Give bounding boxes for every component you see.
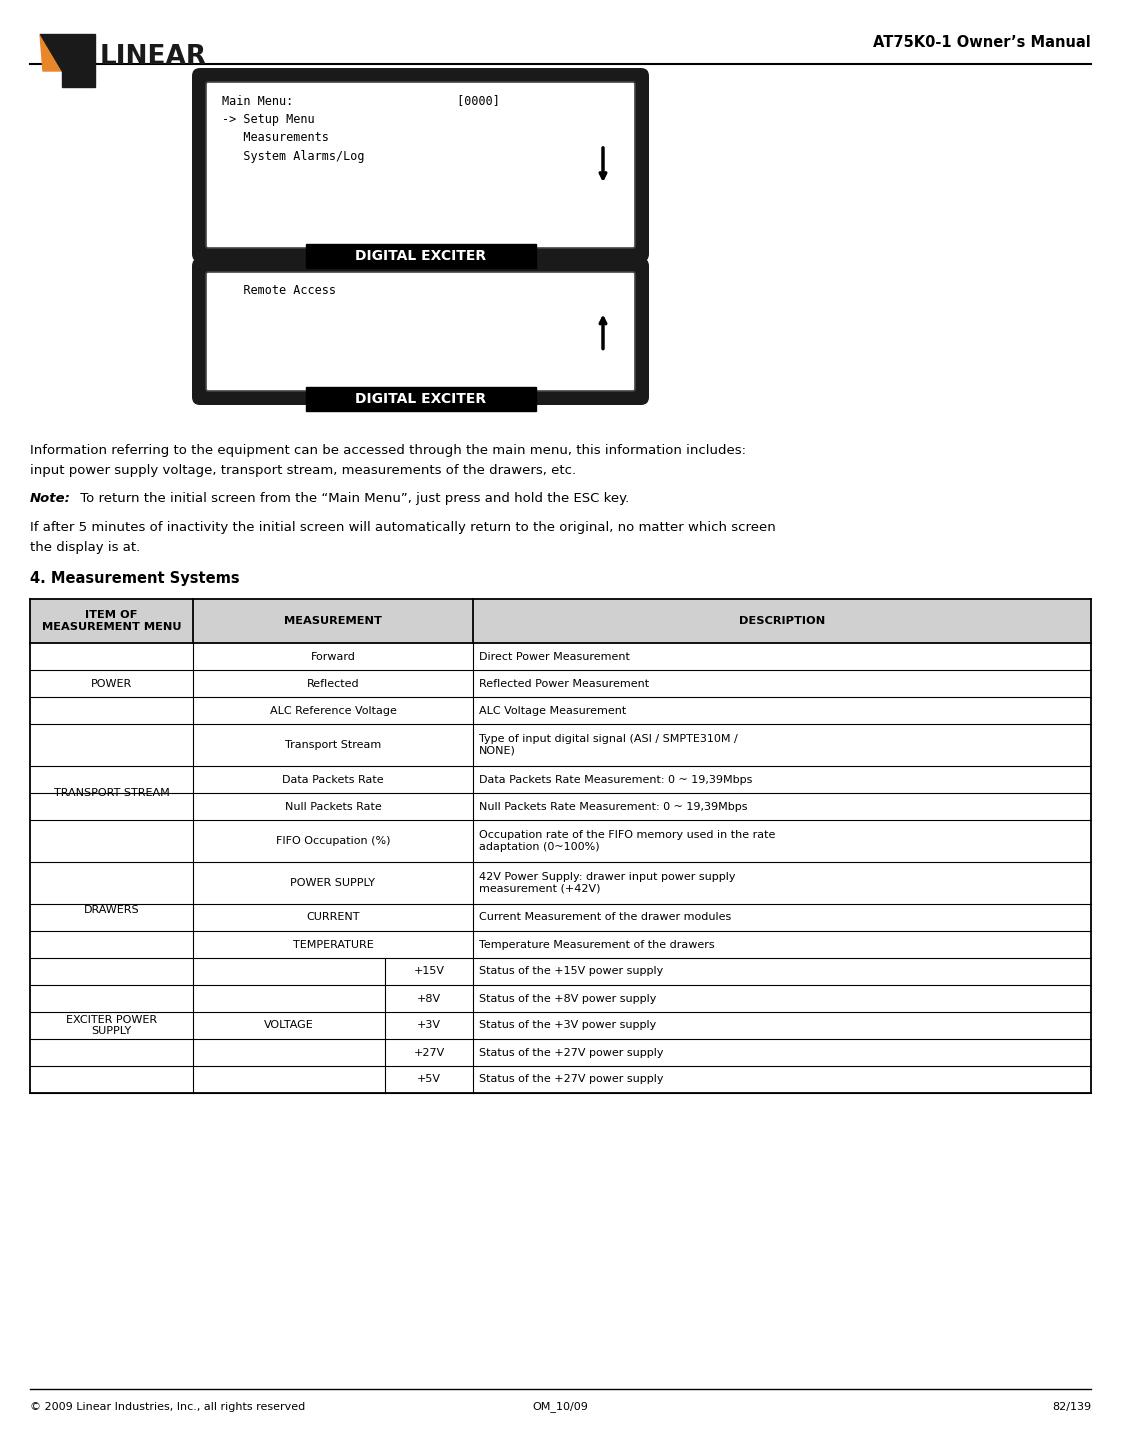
Text: If after 5 minutes of inactivity the initial screen will automatically return to: If after 5 minutes of inactivity the ini… bbox=[30, 522, 776, 534]
Text: LINEAR: LINEAR bbox=[100, 44, 207, 70]
Text: Forward: Forward bbox=[311, 652, 355, 662]
Text: Main Menu:                       [0000]
-> Setup Menu
   Measurements
   System : Main Menu: [0000] -> Setup Menu Measurem… bbox=[222, 94, 500, 163]
Text: Null Packets Rate Measurement: 0 ~ 19,39Mbps: Null Packets Rate Measurement: 0 ~ 19,39… bbox=[479, 802, 748, 812]
Bar bbox=[306, 244, 536, 269]
FancyBboxPatch shape bbox=[206, 81, 634, 249]
Text: ITEM OF
MEASUREMENT MENU: ITEM OF MEASUREMENT MENU bbox=[41, 610, 182, 632]
Text: To return the initial screen from the “Main Menu”, just press and hold the ESC k: To return the initial screen from the “M… bbox=[76, 492, 629, 504]
Text: Status of the +15V power supply: Status of the +15V power supply bbox=[479, 966, 664, 976]
Text: Data Packets Rate Measurement: 0 ~ 19,39Mbps: Data Packets Rate Measurement: 0 ~ 19,39… bbox=[479, 775, 752, 785]
Text: +15V: +15V bbox=[414, 966, 445, 976]
Text: Note:: Note: bbox=[30, 492, 71, 504]
Text: CURRENT: CURRENT bbox=[306, 913, 360, 923]
Text: +5V: +5V bbox=[417, 1075, 441, 1085]
Text: +8V: +8V bbox=[417, 993, 441, 1003]
Text: OM_10/09: OM_10/09 bbox=[532, 1402, 587, 1412]
Text: TRANSPORT STREAM: TRANSPORT STREAM bbox=[54, 787, 169, 797]
Text: the display is at.: the display is at. bbox=[30, 542, 140, 554]
Bar bbox=[306, 387, 536, 412]
Text: TEMPERATURE: TEMPERATURE bbox=[293, 939, 373, 949]
Text: Reflected: Reflected bbox=[307, 679, 360, 689]
Text: Remote Access: Remote Access bbox=[222, 284, 336, 297]
Text: Null Packets Rate: Null Packets Rate bbox=[285, 802, 381, 812]
Text: 4. Measurement Systems: 4. Measurement Systems bbox=[30, 572, 240, 586]
Text: 42V Power Supply: drawer input power supply
measurement (+42V): 42V Power Supply: drawer input power sup… bbox=[479, 872, 735, 893]
Text: DESCRIPTION: DESCRIPTION bbox=[739, 616, 825, 626]
Text: ALC Reference Voltage: ALC Reference Voltage bbox=[269, 706, 397, 716]
Text: DRAWERS: DRAWERS bbox=[84, 905, 139, 915]
Text: EXCITER POWER
SUPPLY: EXCITER POWER SUPPLY bbox=[66, 1015, 157, 1036]
Text: AT75K0-1 Owner’s Manual: AT75K0-1 Owner’s Manual bbox=[873, 34, 1091, 50]
Bar bbox=[30, 599, 1091, 643]
Text: +27V: +27V bbox=[414, 1047, 445, 1057]
Polygon shape bbox=[62, 71, 95, 87]
Text: VOLTAGE: VOLTAGE bbox=[265, 1020, 314, 1030]
Text: Status of the +27V power supply: Status of the +27V power supply bbox=[479, 1047, 664, 1057]
Text: Data Packets Rate: Data Packets Rate bbox=[282, 775, 383, 785]
Text: Direct Power Measurement: Direct Power Measurement bbox=[479, 652, 630, 662]
Text: Reflected Power Measurement: Reflected Power Measurement bbox=[479, 679, 649, 689]
Polygon shape bbox=[40, 34, 62, 71]
Text: POWER: POWER bbox=[91, 679, 132, 689]
Text: Occupation rate of the FIFO memory used in the rate
adaptation (0~100%): Occupation rate of the FIFO memory used … bbox=[479, 830, 776, 852]
Text: Type of input digital signal (ASI / SMPTE310M /
NONE): Type of input digital signal (ASI / SMPT… bbox=[479, 735, 738, 756]
Text: POWER SUPPLY: POWER SUPPLY bbox=[290, 877, 376, 887]
Text: Transport Stream: Transport Stream bbox=[285, 740, 381, 750]
Text: Current Measurement of the drawer modules: Current Measurement of the drawer module… bbox=[479, 913, 731, 923]
Text: DIGITAL EXCITER: DIGITAL EXCITER bbox=[355, 249, 487, 263]
Text: DIGITAL EXCITER: DIGITAL EXCITER bbox=[355, 392, 487, 406]
Text: Information referring to the equipment can be accessed through the main menu, th: Information referring to the equipment c… bbox=[30, 444, 745, 457]
Text: input power supply voltage, transport stream, measurements of the drawers, etc.: input power supply voltage, transport st… bbox=[30, 464, 576, 477]
FancyBboxPatch shape bbox=[192, 69, 649, 262]
Text: MEASUREMENT: MEASUREMENT bbox=[284, 616, 382, 626]
Text: FIFO Occupation (%): FIFO Occupation (%) bbox=[276, 836, 390, 846]
Polygon shape bbox=[40, 34, 95, 71]
Text: Status of the +3V power supply: Status of the +3V power supply bbox=[479, 1020, 656, 1030]
Text: 82/139: 82/139 bbox=[1051, 1402, 1091, 1412]
Text: +3V: +3V bbox=[417, 1020, 441, 1030]
Text: © 2009 Linear Industries, Inc., all rights reserved: © 2009 Linear Industries, Inc., all righ… bbox=[30, 1402, 305, 1412]
Text: Status of the +27V power supply: Status of the +27V power supply bbox=[479, 1075, 664, 1085]
FancyBboxPatch shape bbox=[206, 272, 634, 392]
Text: Status of the +8V power supply: Status of the +8V power supply bbox=[479, 993, 657, 1003]
Text: Temperature Measurement of the drawers: Temperature Measurement of the drawers bbox=[479, 939, 714, 949]
FancyBboxPatch shape bbox=[192, 259, 649, 404]
Text: ALC Voltage Measurement: ALC Voltage Measurement bbox=[479, 706, 627, 716]
